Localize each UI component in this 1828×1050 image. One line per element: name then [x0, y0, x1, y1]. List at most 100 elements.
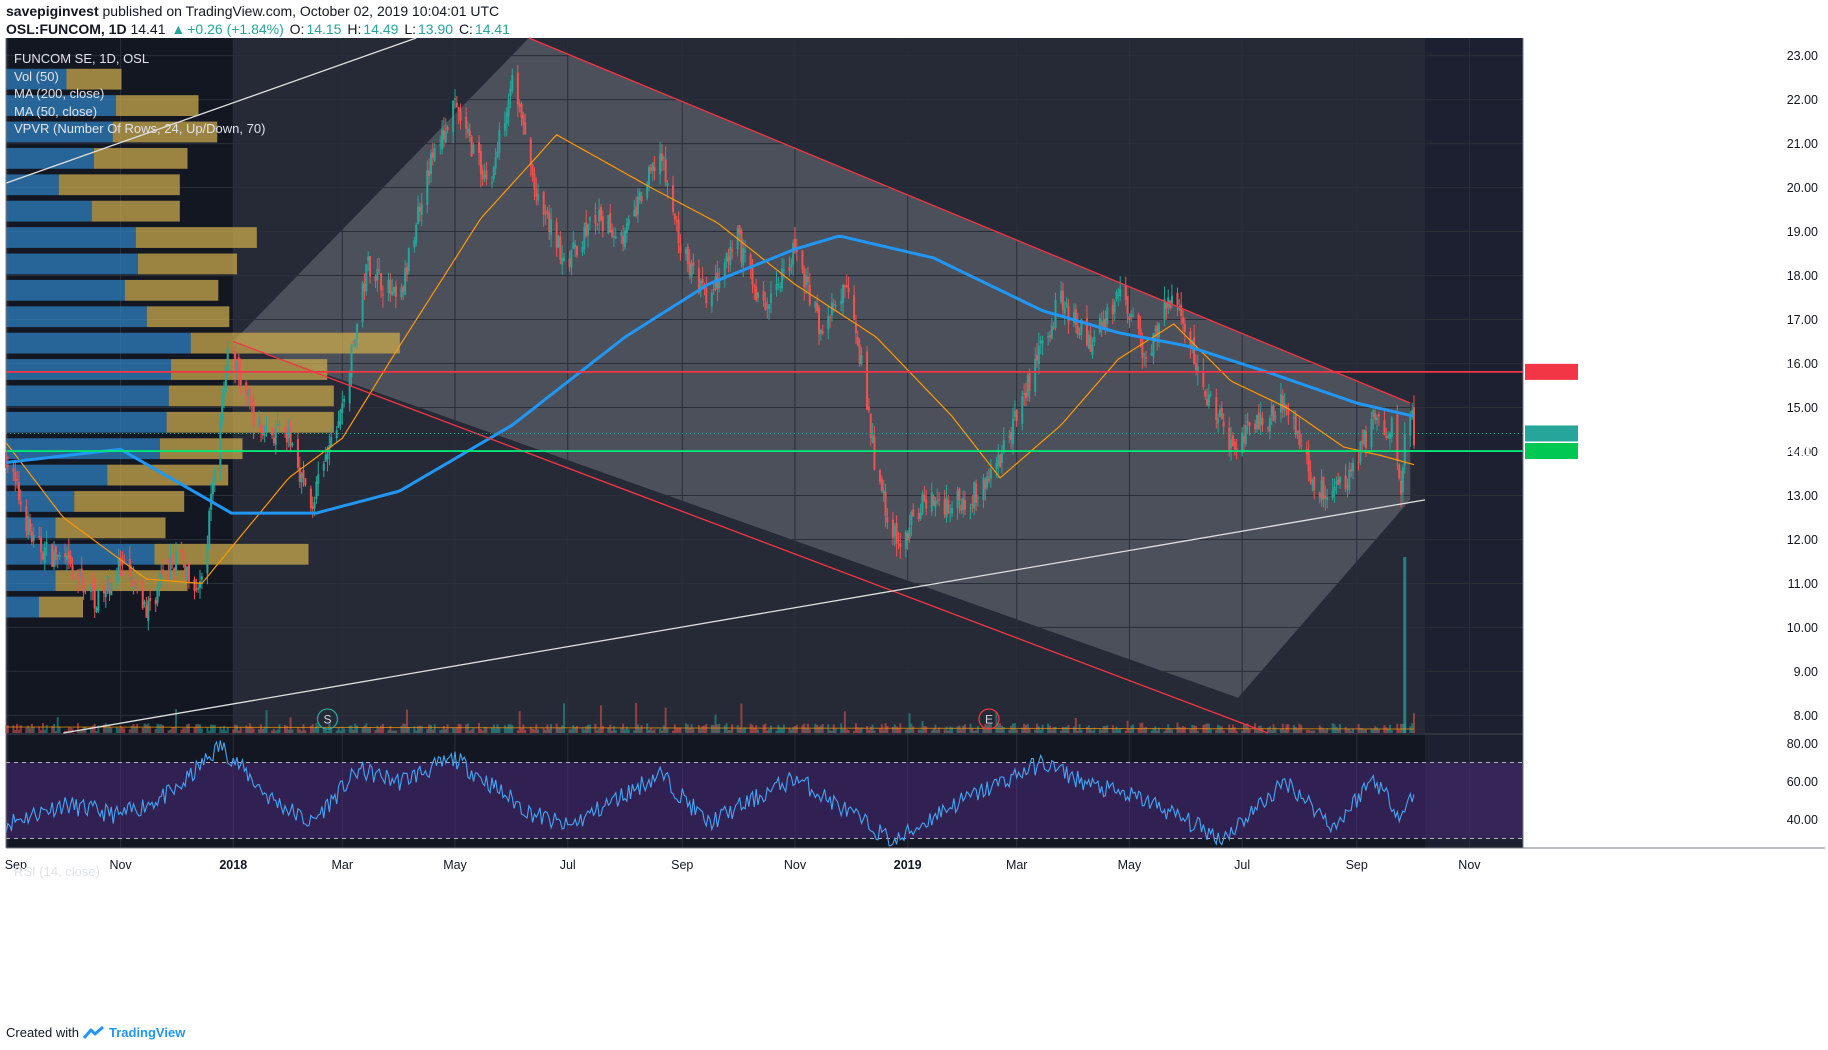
created-with-text: Created with	[6, 1025, 79, 1040]
volume-bar-2017-10-27	[110, 727, 113, 733]
volume-bar-2018-06-20	[546, 724, 549, 733]
candle-body-2019-07-17	[1270, 406, 1273, 416]
legend-volume[interactable]: Vol (50)	[14, 68, 59, 84]
volume-bar-2018-09-12	[701, 725, 704, 733]
candle-body-2019-05-14	[1152, 332, 1155, 357]
volume-bar-2019-08-27	[1346, 729, 1349, 733]
legend-ma50[interactable]: MA (50, close)	[14, 103, 98, 119]
candle-body-2018-10-12	[757, 292, 760, 299]
volume-bar-2018-12-17	[878, 728, 881, 733]
candle-body-2018-02-05	[296, 439, 299, 468]
volume-bar-2018-03-07	[352, 729, 355, 733]
volume-bar-2018-07-30	[620, 727, 623, 733]
candle-body-2018-01-29	[284, 427, 287, 430]
candle-body-2019-06-04	[1191, 340, 1194, 347]
candle-body-2018-03-09	[356, 324, 359, 338]
candle-body-2019-02-19	[997, 455, 1000, 466]
candle-body-2018-05-18	[485, 170, 488, 180]
candle-body-2019-05-10	[1145, 357, 1148, 359]
volume-bar-2018-04-27	[446, 724, 449, 733]
volume-bar-2019-01-18	[938, 727, 941, 733]
volume-bar-2018-11-27	[842, 728, 845, 733]
volume-bar-2019-03-19	[1048, 725, 1051, 733]
candle-body-2018-07-03	[570, 249, 573, 268]
volume-bar-2017-12-20	[210, 724, 213, 733]
volume-bar-2019-02-26	[1010, 725, 1013, 733]
volume-bar-2019-01-17	[936, 729, 939, 733]
candle-body-2018-11-07	[805, 275, 808, 286]
volume-bar-2019-07-04	[1246, 723, 1249, 733]
candle-body-2018-01-25	[276, 424, 279, 426]
volume-bar-2018-04-02	[400, 725, 403, 733]
candle-body-2019-02-15	[989, 469, 992, 479]
volume-bar-2018-04-05	[405, 709, 408, 733]
volume-bar-2018-10-31	[792, 726, 795, 733]
candle-body-2017-12-26	[221, 395, 224, 421]
candle-body-2017-11-13	[141, 580, 144, 609]
candle-body-2019-04-22	[1111, 305, 1114, 315]
candle-body-2017-09-06	[16, 479, 19, 481]
volume-bar-2018-09-14	[705, 724, 708, 733]
volume-bar-2019-03-08	[1028, 727, 1031, 733]
legend-ma200[interactable]: MA (200, close)	[14, 86, 105, 101]
candle-body-2018-02-21	[326, 453, 329, 460]
vpvr-down-9	[124, 279, 219, 301]
volume-bar-2019-08-19	[1331, 723, 1334, 733]
candle-body-2019-01-21	[943, 499, 946, 515]
candle-body-2018-10-09	[751, 266, 754, 285]
volume-bar-2019-03-14	[1039, 729, 1042, 733]
legend-title[interactable]: FUNCOM SE, 1D, OSL	[14, 51, 150, 66]
volume-bar-2019-07-01	[1241, 730, 1244, 733]
price-tick-15: 8.00	[1794, 709, 1818, 723]
candle-body-2019-04-25	[1117, 294, 1120, 296]
publisher-name[interactable]: savepiginvest	[6, 3, 99, 19]
volume-bar-2019-07-17	[1270, 730, 1273, 733]
candle-body-2017-11-30	[173, 568, 176, 572]
candle-body-2019-09-02	[1357, 462, 1360, 464]
event-marker-E: E	[978, 708, 1000, 730]
candle-body-2018-01-02	[234, 351, 237, 373]
ma200-line	[5, 234, 1415, 515]
candle-body-2019-06-11	[1204, 390, 1207, 397]
tradingview-brand[interactable]: TradingView	[108, 1025, 186, 1040]
candle-body-2017-12-05	[182, 551, 185, 561]
candle-body-2019-09-13	[1377, 413, 1380, 417]
candle-body-2019-02-12	[984, 479, 987, 490]
candle-body-2018-05-10	[470, 136, 473, 157]
candle-body-2019-05-08	[1141, 338, 1144, 358]
candle-body-2019-03-14	[1039, 340, 1042, 344]
volume-bar-2018-07-19	[599, 705, 602, 733]
candle-body-2018-10-26	[782, 269, 785, 271]
candle-body-2019-04-05	[1080, 319, 1083, 335]
volume-bar-2019-05-10	[1145, 726, 1148, 733]
candle-body-2018-01-19	[265, 428, 268, 431]
volume-bar-2018-04-24	[441, 729, 444, 733]
volume-bar-2018-04-12	[418, 725, 421, 733]
price-tick-3: 20.00	[1787, 181, 1818, 195]
candle-body-2019-09-11	[1374, 413, 1377, 420]
publish-line: savepiginvest published on TradingView.c…	[6, 3, 499, 19]
volume-bar-2018-08-28	[673, 724, 676, 733]
legend-vpvr[interactable]: VPVR (Number Of Rows, 24, Up/Down, 70)	[14, 121, 266, 136]
rsi-legend[interactable]: RSI (14, close)	[14, 864, 100, 879]
volume-bar-2018-08-14	[648, 729, 651, 733]
candle-body-2017-09-22	[45, 542, 48, 544]
candle-body-2018-11-01	[793, 238, 796, 249]
candle-body-2019-07-29	[1292, 417, 1295, 419]
candle-body-2019-05-02	[1130, 313, 1133, 317]
candle-body-2018-02-12	[309, 488, 312, 509]
candle-body-2017-11-22	[158, 582, 161, 588]
candle-body-2019-02-20	[999, 454, 1002, 467]
candle-body-2019-01-30	[960, 504, 963, 511]
volume-bar-2019-05-08	[1141, 722, 1144, 733]
candle-body-2018-03-07	[352, 341, 355, 344]
volume-bar-2018-03-19	[374, 730, 377, 733]
volume-bar-2017-09-25	[51, 726, 54, 733]
volume-bar-2018-12-26	[895, 726, 898, 733]
candle-body-2018-06-11	[529, 138, 532, 166]
volume-bar-2019-04-24	[1115, 726, 1118, 733]
price-label-bg-0	[1525, 363, 1578, 380]
volume-bar-2019-04-11	[1091, 730, 1094, 733]
volume-bar-2018-09-11	[699, 728, 702, 733]
